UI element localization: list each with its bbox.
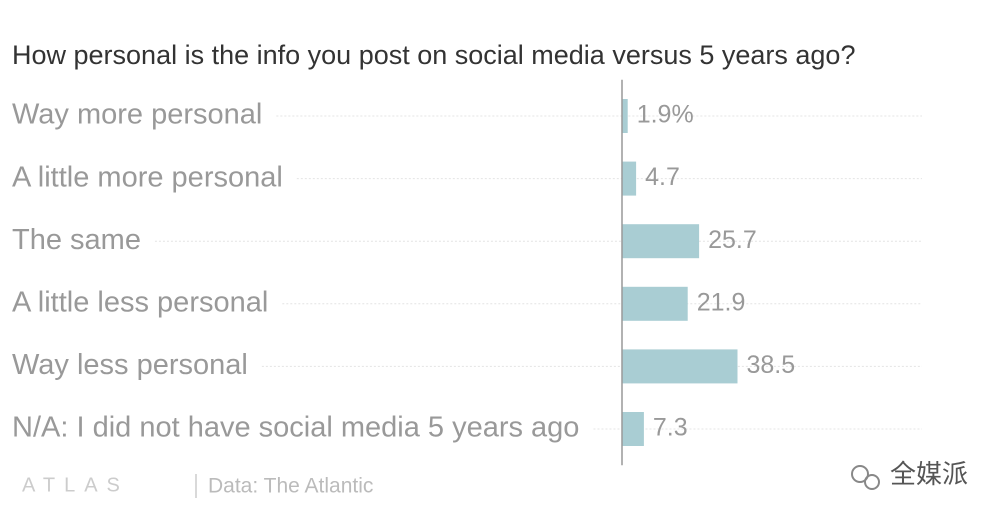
value-label: 7.3 <box>653 414 688 442</box>
bar <box>622 349 738 384</box>
value-label: 4.7 <box>645 163 680 191</box>
value-label: 25.7 <box>708 226 757 254</box>
value-label: 21.9 <box>697 288 746 316</box>
bar <box>622 99 628 133</box>
bar <box>622 412 644 446</box>
bar <box>622 161 637 196</box>
category-label: Way less personal <box>12 349 248 381</box>
logo: ATLAS <box>22 474 129 496</box>
category-label: A little less personal <box>12 286 268 318</box>
category-label: A little more personal <box>12 161 283 193</box>
chart-title: How personal is the info you post on soc… <box>12 40 855 70</box>
watermark: 全媒派 <box>890 459 968 489</box>
watermark-icon <box>851 465 869 483</box>
value-label: 1.9% <box>637 101 694 129</box>
source: Data: The Atlantic <box>208 475 373 498</box>
value-label: 38.5 <box>747 351 796 379</box>
category-label: N/A: I did not have social media 5 years… <box>12 412 579 444</box>
category-label: The same <box>12 224 141 256</box>
category-label: Way more personal <box>12 99 262 131</box>
bar <box>622 224 700 259</box>
watermark-icon <box>864 474 880 490</box>
bar <box>622 286 688 321</box>
